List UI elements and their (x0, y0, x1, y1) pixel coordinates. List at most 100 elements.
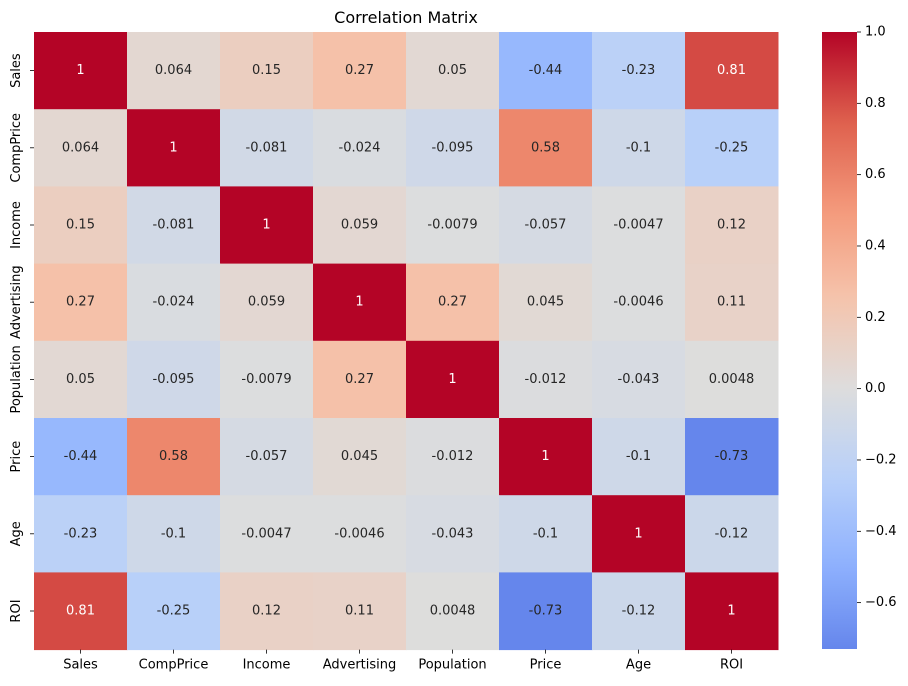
cell-value-label: 0.27 (66, 295, 95, 310)
heatmap-cell (127, 572, 221, 651)
colorbar-tick-label: 0.8 (865, 96, 886, 111)
y-tick-label: Sales (9, 53, 24, 88)
heatmap-cell (406, 109, 500, 187)
heatmap-cell (499, 340, 593, 419)
heatmap-cell (406, 32, 500, 110)
cell-value-label: -0.0079 (241, 372, 291, 387)
heatmap-cell (313, 263, 407, 342)
heatmap-cell (220, 32, 314, 110)
cell-value-label: 0.05 (438, 63, 467, 78)
heatmap-cell (34, 572, 128, 651)
cell-value-label: -0.081 (246, 140, 288, 155)
x-tick-label: Advertising (323, 658, 397, 673)
cell-value-label: 0.15 (66, 218, 95, 233)
cell-value-label: -0.0047 (613, 218, 663, 233)
heatmap-cell (313, 109, 407, 187)
colorbar-tick-label: −0.4 (865, 524, 897, 539)
cell-value-label: 0.81 (66, 604, 95, 619)
heatmap-cell (220, 109, 314, 187)
cell-value-label: 0.0048 (709, 372, 755, 387)
cell-value-label: -0.043 (432, 526, 474, 541)
heatmap-cell (685, 109, 779, 187)
heatmap-cell (313, 418, 407, 496)
heatmap-cell (685, 340, 779, 419)
heatmap-cell (127, 418, 221, 496)
heatmap-cell (34, 418, 128, 496)
cell-value-label: 1 (541, 449, 549, 464)
chart-title: Correlation Matrix (334, 8, 478, 27)
cell-value-label: 0.58 (531, 140, 560, 155)
cell-value-label: -0.44 (64, 449, 98, 464)
cell-value-label: -0.1 (161, 526, 186, 541)
x-tick-labels: Sales CompPrice Income Advertising Populatio… (63, 649, 743, 673)
heatmap-cell (685, 572, 779, 651)
heatmap-cell (592, 263, 686, 342)
cell-value-label: 1 (634, 526, 642, 541)
heatmap-cell (685, 32, 779, 110)
cell-value-label: -0.057 (525, 218, 567, 233)
colorbar-gradient-bar (822, 32, 857, 649)
y-tick-label: Advertising (9, 265, 24, 339)
cell-value-label: -0.081 (153, 218, 195, 233)
cell-value-label: -0.0047 (241, 526, 291, 541)
cell-value-label: 0.12 (717, 218, 746, 233)
heatmap-cell (127, 109, 221, 187)
heatmap-cell (127, 186, 221, 265)
cell-value-label: 0.0048 (430, 604, 476, 619)
heatmap-cell (406, 263, 500, 342)
heatmap-cell (313, 495, 407, 573)
colorbar-tick-label: 1.0 (865, 25, 886, 40)
cell-value-label: 0.05 (66, 372, 95, 387)
cell-value-label: -0.23 (64, 526, 98, 541)
cell-value-label: 0.27 (438, 295, 467, 310)
cell-value-label: -0.095 (432, 140, 474, 155)
cell-value-label: -0.12 (715, 526, 749, 541)
cell-value-label: 1 (727, 604, 735, 619)
cell-value-label: -0.012 (525, 372, 567, 387)
heatmap-cell (499, 418, 593, 496)
cell-value-label: -0.1 (626, 449, 651, 464)
heatmap-cell (127, 495, 221, 573)
heatmap-cell (127, 263, 221, 342)
cell-value-label: -0.23 (622, 63, 656, 78)
cell-value-label: -0.1 (626, 140, 651, 155)
cell-value-label: 0.11 (717, 295, 746, 310)
y-tick-label: Age (9, 521, 24, 546)
y-tick-label: Income (9, 201, 24, 249)
colorbar-tick-label: 0.2 (865, 310, 886, 325)
heatmap-cell (592, 340, 686, 419)
cell-value-label: 0.12 (252, 604, 281, 619)
heatmap-cell (499, 186, 593, 265)
heatmap-cell (34, 340, 128, 419)
cell-value-label: -0.012 (432, 449, 474, 464)
cell-value-label: -0.043 (618, 372, 660, 387)
cell-value-label: -0.024 (153, 295, 195, 310)
y-tick-label: CompPrice (9, 113, 24, 183)
cell-value-label: 1 (262, 218, 270, 233)
cell-value-label: 1 (448, 372, 456, 387)
y-tick-label: ROI (9, 599, 24, 622)
colorbar-tick-label: −0.6 (865, 595, 897, 610)
x-tick-label: Income (243, 658, 291, 673)
heatmap-cell (592, 32, 686, 110)
heatmap-cell (220, 186, 314, 265)
cell-value-label: 0.059 (248, 295, 285, 310)
cell-value-label: -0.095 (153, 372, 195, 387)
heatmap-cell (406, 572, 500, 651)
heatmap-cell (499, 109, 593, 187)
heatmap-cell (313, 340, 407, 419)
heatmap-cell (34, 263, 128, 342)
cell-value-label: 0.064 (62, 140, 99, 155)
x-tick-label: Sales (63, 658, 98, 673)
cell-value-label: 0.81 (717, 63, 746, 78)
heatmap-cell (685, 418, 779, 496)
heatmap-cell (313, 572, 407, 651)
heatmap-annotations: 1 0.064 0.15 0.27 0.05 -0.44 -0.23 0.81 0.064 1 -0… (62, 63, 754, 618)
heatmap-cell (592, 186, 686, 265)
cell-value-label: -0.25 (157, 604, 191, 619)
heatmap-cell (34, 186, 128, 265)
cell-value-label: 0.15 (252, 63, 281, 78)
heatmap-cell (220, 572, 314, 651)
